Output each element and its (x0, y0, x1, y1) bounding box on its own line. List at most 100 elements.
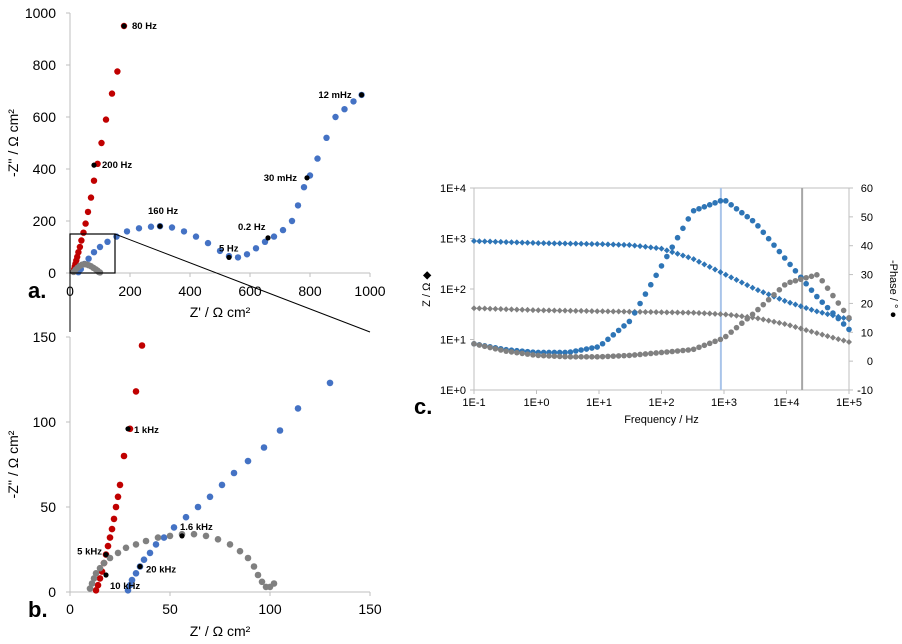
data-point-impedance (808, 328, 815, 335)
data-point-impedance (813, 330, 820, 337)
data-point-phase (642, 291, 649, 297)
data-point-phase (508, 349, 515, 355)
data-point-phase (696, 205, 702, 212)
data-point-impedance (497, 238, 504, 245)
data-point-impedance (690, 309, 697, 316)
data-point-impedance (562, 240, 569, 247)
data-point-impedance (642, 308, 649, 315)
data-point-impedance (487, 305, 494, 312)
data-point-phase (503, 348, 509, 354)
data-point-phase (824, 285, 831, 291)
data-point-impedance (540, 307, 547, 314)
y-tick-label: 800 (33, 57, 57, 73)
data-point-red (78, 237, 85, 244)
data-point-impedance (594, 308, 601, 315)
data-point-impedance (631, 242, 638, 249)
zoom-box (69, 233, 116, 274)
x-tick-label: 100 (258, 601, 282, 617)
data-point-gray (166, 532, 174, 540)
data-point-phase (808, 287, 815, 293)
data-point-blue (230, 469, 238, 477)
data-point-phase (744, 315, 751, 322)
annotation-marker (226, 254, 232, 260)
y-left-tick-label: 1E+4 (440, 183, 466, 195)
data-point-red (76, 243, 84, 251)
data-point-red (96, 575, 104, 582)
data-point-impedance (615, 241, 622, 248)
data-point-red (82, 220, 89, 227)
data-point-red (138, 342, 146, 349)
data-point-impedance (610, 308, 617, 315)
data-point-impedance (813, 308, 820, 315)
data-point-phase (546, 353, 552, 359)
annotation-label: 1 kHz (134, 425, 159, 436)
y-right-tick-label: 40 (861, 241, 873, 253)
data-point-phase (792, 277, 799, 284)
data-point-impedance (829, 334, 836, 341)
data-point-impedance (487, 238, 494, 245)
data-point-impedance (797, 303, 804, 310)
data-point-impedance (792, 323, 799, 330)
x-tick-label: 1E+0 (524, 397, 550, 409)
data-point-phase (669, 348, 676, 355)
panel-c-bode: 1E-1 1E+0 1E+1 1E+2 1E+3 1E+4 1E+51E+01E+11E+2… (414, 183, 899, 426)
data-point-impedance (712, 266, 719, 273)
data-point-phase (830, 292, 836, 299)
data-point-impedance (792, 301, 799, 308)
data-point-phase (819, 299, 826, 305)
data-point-impedance (567, 240, 574, 247)
data-point-impedance (583, 308, 590, 315)
data-point-impedance (513, 306, 520, 313)
data-point-phase (760, 229, 767, 236)
data-point-phase (605, 336, 611, 343)
data-point-phase (797, 276, 804, 283)
data-point-phase (674, 348, 681, 354)
y-left-tick-label: 1E+0 (440, 385, 466, 397)
data-point-phase (765, 296, 772, 303)
data-point-phase (578, 354, 584, 360)
data-point-impedance (744, 282, 751, 289)
data-point-impedance (696, 258, 702, 265)
data-point-impedance (669, 309, 676, 316)
data-point-blue (128, 576, 136, 584)
data-point-impedance (803, 304, 810, 311)
data-point-impedance (572, 240, 579, 247)
data-point-impedance (476, 238, 483, 245)
data-point-phase (803, 274, 809, 281)
data-point-red (114, 493, 122, 501)
data-point-impedance (781, 297, 788, 304)
data-point-blue (124, 587, 132, 594)
data-point-impedance (546, 307, 552, 314)
data-point-phase (556, 349, 563, 356)
data-point-blue (146, 549, 154, 557)
data-point-phase (572, 354, 579, 360)
data-point-impedance (604, 241, 611, 248)
data-point-impedance (658, 245, 665, 252)
data-point-blue (350, 98, 357, 105)
data-point-impedance (529, 307, 536, 314)
annotation-marker (359, 92, 365, 98)
data-point-phase (696, 344, 702, 351)
data-point-phase (589, 354, 595, 360)
data-point-impedance (776, 295, 783, 302)
data-point-red (87, 194, 95, 201)
data-point-gray (132, 541, 140, 548)
data-point-impedance (599, 241, 606, 248)
data-point-gray (154, 534, 162, 541)
data-point-blue (182, 513, 190, 521)
data-point-phase (712, 338, 718, 345)
data-point-phase (819, 277, 826, 284)
data-point-phase (781, 255, 788, 261)
data-point-phase (846, 315, 852, 321)
data-point-impedance (840, 337, 847, 344)
data-point-phase (514, 349, 520, 356)
data-point-phase (680, 347, 686, 354)
data-point-impedance (653, 309, 660, 316)
data-point-phase (717, 336, 724, 343)
data-point-phase (615, 327, 622, 334)
data-point-gray (190, 530, 198, 538)
data-point-blue (192, 233, 200, 240)
data-point-phase (690, 207, 697, 214)
data-point-impedance (471, 305, 477, 312)
